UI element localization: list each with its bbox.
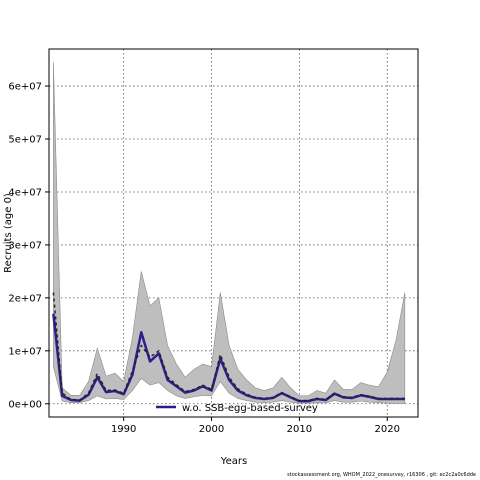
y-tick-label: 4e+07 <box>8 187 42 198</box>
grid-lines <box>49 49 418 417</box>
y-axis: 0e+00 1e+07 2e+07 3e+07 4e+07 5e+07 6e+07 <box>8 82 49 410</box>
confidence-band-area <box>53 62 406 405</box>
y-tick-label: 0e+00 <box>8 399 42 410</box>
y-tick-label: 6e+07 <box>8 82 42 93</box>
legend: w.o. SSB-egg-based-survey <box>156 403 318 414</box>
x-tick-label: 2000 <box>199 424 224 435</box>
series-line <box>52 313 405 403</box>
footer-note: stockassessment.org, WHOM_2022_onesurvey… <box>287 472 476 478</box>
series-group <box>52 292 405 403</box>
y-tick-label: 3e+07 <box>8 240 42 251</box>
y-axis-title: Recruits (age 0) <box>3 193 14 273</box>
x-tick-label: 2020 <box>375 424 400 435</box>
confidence-band <box>53 62 406 405</box>
x-tick-label: 1990 <box>111 424 136 435</box>
x-tick-label: 2010 <box>287 424 312 435</box>
x-axis: 1990 2000 2010 2020 <box>111 417 400 435</box>
y-tick-label: 5e+07 <box>8 135 42 146</box>
plot-frame <box>48 48 419 418</box>
y-tick-label: 1e+07 <box>8 346 42 357</box>
y-tick-label: 2e+07 <box>8 293 42 304</box>
legend-label: w.o. SSB-egg-based-survey <box>182 403 318 414</box>
x-axis-title: Years <box>220 456 247 467</box>
